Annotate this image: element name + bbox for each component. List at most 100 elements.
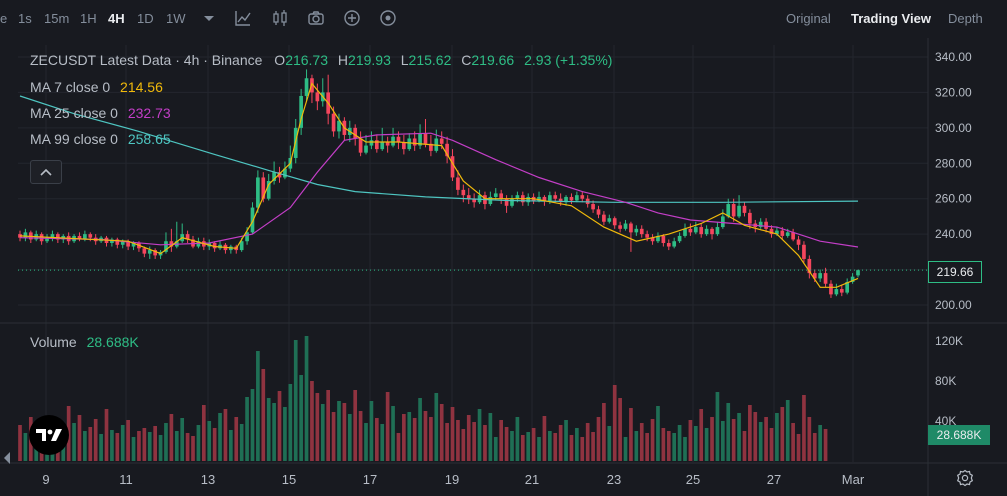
volume-bar <box>461 429 466 461</box>
volume-bar <box>558 425 563 461</box>
camera-icon[interactable] <box>307 9 325 27</box>
candle-body <box>704 228 709 235</box>
volume-bar <box>142 428 147 461</box>
interval-1d[interactable]: 1D <box>137 11 154 26</box>
candle-body <box>185 234 190 240</box>
candle-body <box>450 156 455 178</box>
volume-bar <box>407 412 412 461</box>
x-tick-label: 15 <box>282 472 296 487</box>
scroll-left-icon[interactable] <box>2 450 12 466</box>
volume-bar <box>374 418 379 461</box>
tab-original[interactable]: Original <box>786 11 831 26</box>
volume-bar <box>553 433 558 461</box>
candle-body <box>699 227 704 235</box>
candle-body <box>418 133 422 146</box>
candle-body <box>299 95 303 128</box>
x-tick-label: 19 <box>445 472 459 487</box>
volume-bar <box>207 421 212 461</box>
candle-body <box>126 241 130 247</box>
volume-bar <box>234 417 239 461</box>
candle-body <box>402 142 406 150</box>
volume-bar <box>326 390 331 461</box>
volume-bar <box>748 405 752 461</box>
candle-body <box>542 196 547 201</box>
volume-bar <box>412 418 417 461</box>
candle-body <box>439 138 444 144</box>
candle-body <box>764 221 768 229</box>
volume-bar <box>510 431 514 461</box>
interval-15m[interactable]: 15m <box>44 11 70 26</box>
candle-body <box>488 196 493 205</box>
candle-body <box>666 243 671 247</box>
ohlc-high: H219.93 <box>337 52 391 68</box>
candle-body <box>629 223 633 233</box>
candle-body <box>807 258 812 274</box>
volume-bar <box>196 425 201 461</box>
volume-bar <box>315 393 320 461</box>
candle-body <box>83 234 87 240</box>
candle-body <box>391 136 395 146</box>
gear-icon[interactable] <box>956 469 974 487</box>
volume-bar <box>710 417 714 461</box>
collapse-legend-button[interactable] <box>30 160 62 184</box>
volume-bar <box>304 336 309 461</box>
volume-bar <box>110 430 114 461</box>
interval-4h[interactable]: 4H <box>108 11 125 26</box>
volume-bar <box>261 369 266 461</box>
line-chart-icon[interactable] <box>234 9 252 27</box>
interval-1h[interactable]: 1H <box>80 11 97 26</box>
candlestick-chart[interactable]: 340.00320.00300.00280.00260.00240.00220.… <box>0 38 1007 496</box>
tradingview-logo-icon[interactable] <box>29 415 69 455</box>
volume-value: 28.688K <box>86 334 139 350</box>
x-tick-label: 21 <box>525 472 539 487</box>
volume-bar <box>445 423 449 461</box>
volume-bar <box>320 404 325 461</box>
candle-body <box>142 248 147 254</box>
candle-body <box>758 221 763 228</box>
axes: 340.00320.00300.00280.00260.00240.00220.… <box>42 50 972 487</box>
candle-body <box>693 227 698 233</box>
candle-body <box>120 241 125 245</box>
interval-e[interactable]: e <box>0 11 8 26</box>
settings-dot-icon[interactable] <box>379 9 397 27</box>
volume-bar <box>396 433 401 461</box>
candle-body <box>791 232 795 240</box>
volume-bar <box>520 435 525 461</box>
volume-label-text: Volume <box>30 334 77 350</box>
volume-bar <box>185 433 190 461</box>
candle-body <box>504 198 509 206</box>
chevron-down-icon[interactable] <box>200 9 218 27</box>
candle-body <box>456 177 460 190</box>
candle-body <box>785 232 790 236</box>
candle-body <box>737 205 741 217</box>
ma25-label: MA 25 close 0 <box>30 105 118 121</box>
volume-bar <box>180 418 185 461</box>
volume-bar <box>531 428 536 461</box>
volume-bar <box>245 397 249 461</box>
volume-bar <box>158 435 163 461</box>
y-tick-label: 260.00 <box>935 192 972 206</box>
candle-body <box>688 228 693 233</box>
volume-bar <box>299 375 303 461</box>
volume-bar <box>250 389 255 461</box>
x-tick-label: 17 <box>363 472 377 487</box>
tab-depth[interactable]: Depth <box>948 11 983 26</box>
interval-1s[interactable]: 1s <box>18 11 32 26</box>
volume-bar <box>564 420 568 461</box>
candle-body <box>672 241 677 247</box>
y-tick-label: 200.00 <box>935 298 972 312</box>
candle-body <box>623 223 628 229</box>
candle-body <box>575 195 579 201</box>
interval-1w[interactable]: 1W <box>166 11 186 26</box>
candle-body <box>812 273 817 279</box>
volume-bar <box>18 425 22 461</box>
candle-body <box>88 234 93 238</box>
volume-bar <box>272 403 276 461</box>
add-indicator-icon[interactable] <box>343 9 361 27</box>
tab-trading-view[interactable]: Trading View <box>851 11 931 26</box>
candle-body <box>780 230 785 236</box>
volume-bar <box>369 401 374 461</box>
candle-chart-icon[interactable] <box>271 9 289 27</box>
volume-bar <box>391 406 395 461</box>
ma7-line <box>19 82 859 288</box>
